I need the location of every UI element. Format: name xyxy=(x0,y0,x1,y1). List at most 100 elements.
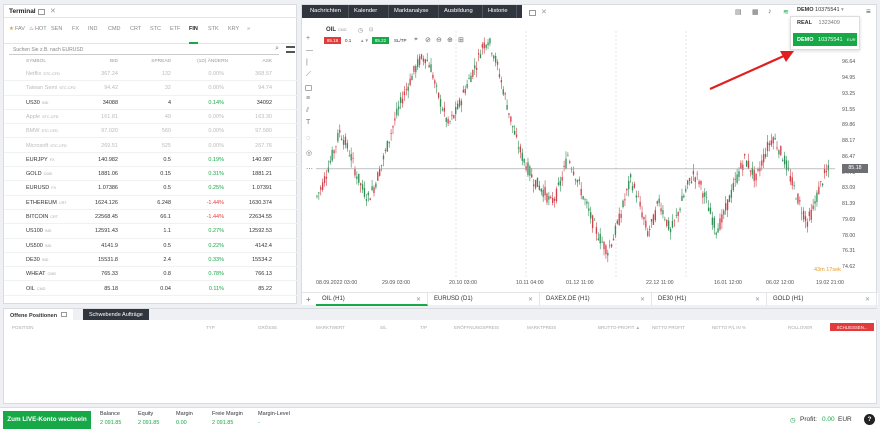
chart-tab[interactable]: EURUSD (D1) ✕ xyxy=(428,293,540,306)
rectangle-icon[interactable] xyxy=(305,85,312,91)
candle xyxy=(506,105,508,110)
clock-icon[interactable]: ◷ xyxy=(358,28,364,34)
price-chart[interactable] xyxy=(316,31,835,279)
tab-[interactable]: » xyxy=(247,26,250,44)
sell-button[interactable]: 85.18 xyxy=(324,37,341,44)
bell-icon[interactable]: ♪ xyxy=(768,8,772,15)
close-all-button[interactable]: SCHLIESSEN... xyxy=(830,323,874,331)
search-icon[interactable]: ⌕ xyxy=(275,45,279,52)
search-input[interactable]: Suchen Sie z.B. nach EURUSD ⌕ xyxy=(9,45,279,55)
account-option-real[interactable]: REAL 1323409 xyxy=(797,20,840,26)
vline-icon[interactable]: | xyxy=(306,59,308,66)
switch-live-button[interactable]: Zum LIVE-Konto wechseln xyxy=(3,411,91,429)
add-chart-icon[interactable]: + xyxy=(306,295,311,304)
table-row[interactable]: BITCOIN CRT 22568.45 66.1 -1.44% 22634.55 xyxy=(4,210,298,225)
layout-icon[interactable]: ▤ xyxy=(735,9,742,16)
close-icon[interactable]: ✕ xyxy=(50,8,56,15)
candle xyxy=(584,199,586,200)
chart-tab[interactable]: GOLD (H1) ✕ xyxy=(767,293,877,306)
symbol-label: WHEAT xyxy=(26,271,46,278)
layers-icon[interactable]: ◎ xyxy=(306,150,313,157)
tab-sen[interactable]: SEN xyxy=(51,26,62,44)
table-row[interactable]: EURUSD FX 1.07386 0.5 0.25% 1.07391 xyxy=(4,181,298,196)
cursor-icon[interactable]: + xyxy=(306,35,311,42)
tab-cmd[interactable]: CMD xyxy=(108,26,121,44)
nav-charts[interactable]: Charts ▾ xyxy=(522,8,544,14)
tab-fx[interactable]: FX xyxy=(72,26,79,44)
positions-tab[interactable]: Offene Positionen xyxy=(4,309,74,320)
x-tick-label: 19.02 21:00 xyxy=(816,280,844,286)
tab-kry[interactable]: KRY xyxy=(228,26,239,44)
chart-tab[interactable]: OIL (H1) ✕ xyxy=(316,293,428,306)
table-row[interactable]: ETHEREUM CRT 1624.126 6.248 -1.44% 1630.374 xyxy=(4,196,298,210)
tab-fav[interactable]: ★FAV xyxy=(9,26,25,44)
table-row[interactable]: Taiwan Semi STC.CFD 94.42 32 0.00% 94.74 xyxy=(4,81,298,96)
crosshair-icon[interactable]: ⌖ xyxy=(414,36,418,43)
grid-view-icon[interactable] xyxy=(286,46,295,53)
table-row[interactable]: Microsoft STC.CFD 269.51 525 0.00% 267.76 xyxy=(4,139,298,153)
table-row[interactable]: WHEAT CMD 765.33 0.8 0.78% 766.13 xyxy=(4,267,298,282)
close-icon[interactable]: ✕ xyxy=(639,297,645,303)
table-row[interactable]: Netflix STC.CFD 367.24 132 0.00% 368.57 xyxy=(4,67,298,82)
symbol-suffix: CMD xyxy=(43,172,53,177)
zoom-out-icon[interactable]: ⊖ xyxy=(436,37,442,44)
close-icon[interactable]: ✕ xyxy=(864,297,870,303)
tab-fin[interactable]: FIN xyxy=(189,26,198,44)
tab-stc[interactable]: STC xyxy=(150,26,161,44)
window-icon[interactable] xyxy=(38,9,45,15)
fib-icon[interactable]: ≡ xyxy=(306,95,311,102)
zoom-in-icon[interactable]: ⊕ xyxy=(447,37,453,44)
table-row[interactable]: US30 IND 34088 4 0.14% 34092 xyxy=(4,96,298,110)
positions-tab[interactable]: Schwebende Aufträge xyxy=(83,309,149,320)
window-icon[interactable] xyxy=(61,311,68,317)
lot-input[interactable]: 0.1 xyxy=(345,38,352,43)
help-button[interactable]: ? xyxy=(864,414,875,425)
nav-kalender[interactable]: Kalender xyxy=(354,8,378,14)
share-icon[interactable]: ⋯ xyxy=(306,166,313,173)
symbol-name: US100 IND xyxy=(26,228,51,234)
table-row[interactable]: OIL CMD 85.18 0.04 0.11% 85.22 xyxy=(4,282,298,296)
hline-icon[interactable]: ― xyxy=(306,47,313,54)
nav-historie[interactable]: Historie xyxy=(488,8,508,14)
lot-stepper[interactable]: ▲▼ xyxy=(360,38,369,43)
chart-tab[interactable]: DAXEX.DE (H1) ✕ xyxy=(540,293,652,306)
table-row[interactable]: Apple STC.CFD 161.81 49 0.00% 163.30 xyxy=(4,110,298,125)
buy-button[interactable]: 85.22 xyxy=(372,37,389,44)
table-row[interactable]: DE30 IND 15531.8 2.4 0.33% 15534.2 xyxy=(4,253,298,268)
tab-ind[interactable]: IND xyxy=(88,26,97,44)
symbol-suffix: STC.CFD xyxy=(50,143,67,148)
close-icon[interactable]: ✕ xyxy=(754,297,760,303)
tab-etf[interactable]: ETF xyxy=(170,26,180,44)
sltp-button[interactable]: SL/TP xyxy=(394,38,407,43)
window-icon[interactable] xyxy=(529,10,536,16)
close-icon[interactable]: ✕ xyxy=(541,9,547,16)
trendline-icon[interactable]: ⟋ xyxy=(306,71,311,78)
shapes-icon[interactable]: ◌ xyxy=(306,135,311,142)
chart-settings-icon[interactable]: ⊡ xyxy=(369,27,374,33)
nav-marktanalyse[interactable]: Marktanalyse xyxy=(394,8,429,14)
nav-ausbildung[interactable]: Ausbildung xyxy=(444,8,473,14)
table-row[interactable]: US500 IND 4141.9 0.5 0.22% 4142.4 xyxy=(4,239,298,253)
hamburger-icon[interactable]: ≡ xyxy=(866,7,871,16)
table-row[interactable]: BMW STC.CFD 97.020 560 0.00% 97.580 xyxy=(4,124,298,139)
account-option-demo[interactable]: DEMO 10375541 EUR xyxy=(793,33,857,46)
zoom-reset-icon[interactable]: ⊘ xyxy=(425,37,431,44)
tab-stk[interactable]: STK xyxy=(208,26,219,44)
close-icon[interactable]: ✕ xyxy=(527,297,533,303)
account-selector[interactable]: DEMO 10375541 ▾ xyxy=(797,7,844,13)
nav-nachrichten[interactable]: Nachrichten xyxy=(310,8,341,14)
zoom-fit-icon[interactable]: ⊞ xyxy=(458,37,464,44)
table-row[interactable]: EURJPY FX 140.982 0.5 0.19% 140.987 xyxy=(4,153,298,168)
tab-crt[interactable]: CRT xyxy=(130,26,141,44)
close-icon[interactable]: ✕ xyxy=(415,297,421,303)
table-row[interactable]: GOLD CMD 1881.06 0.15 0.31% 1881.21 xyxy=(4,167,298,182)
chart-tab[interactable]: DE30 (H1) ✕ xyxy=(652,293,767,306)
price-axis: 99.1496.6494.9593.2591.5589.8688.1786.47… xyxy=(842,25,878,285)
ask-value: 368.57 xyxy=(255,71,272,77)
candle xyxy=(764,153,767,157)
table-row[interactable]: US100 IND 12591.43 1.1 0.27% 12592.53 xyxy=(4,224,298,239)
tab-hot[interactable]: ♨HOT xyxy=(29,26,47,44)
notes-icon[interactable]: ▦ xyxy=(752,9,759,16)
text-icon[interactable]: T xyxy=(306,119,311,126)
channel-icon[interactable]: ⫽ xyxy=(306,107,310,114)
